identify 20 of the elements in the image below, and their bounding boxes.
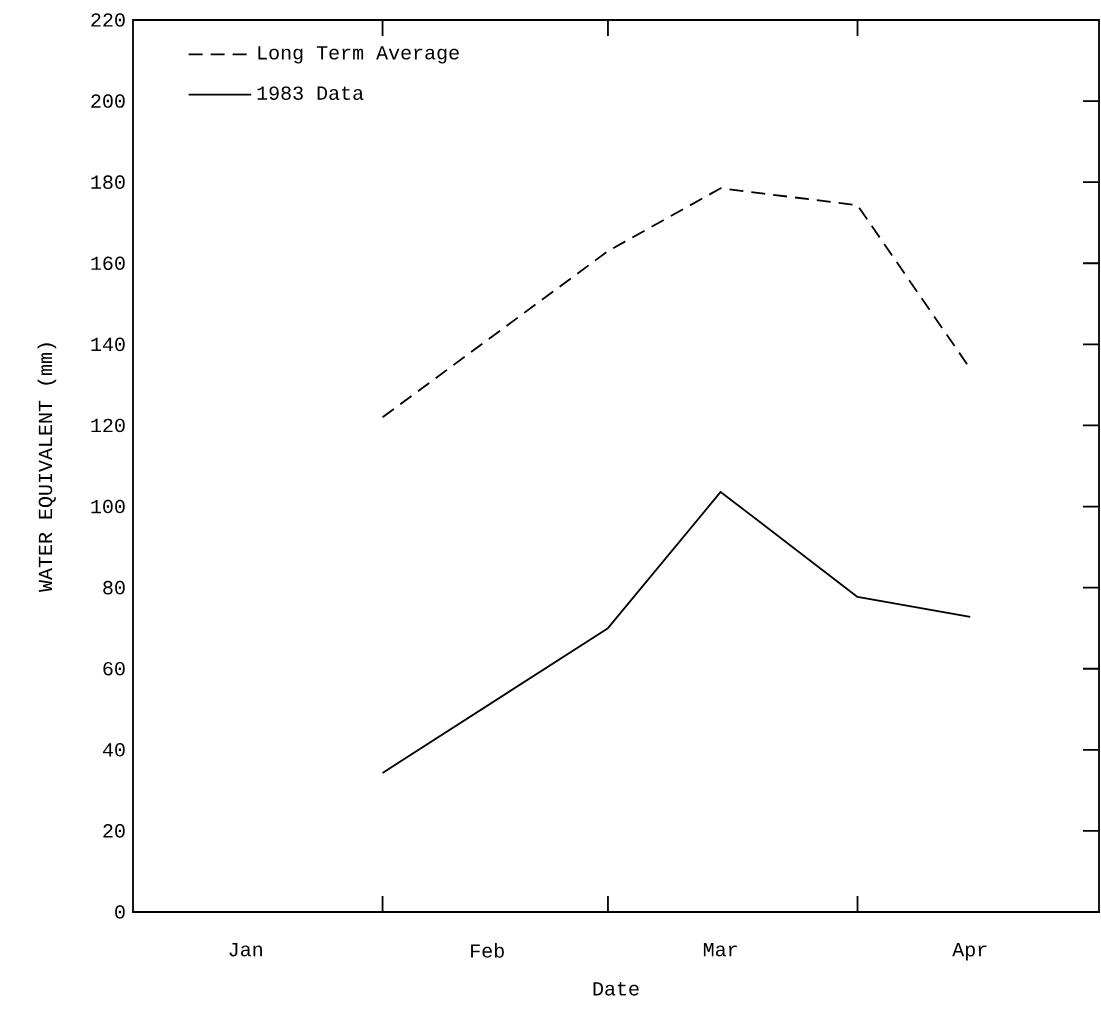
legend-label: 1983 Data — [257, 86, 364, 100]
legend-label: Long Term Average — [258, 46, 459, 64]
x-tick-label: Feb — [471, 943, 504, 958]
y-tick-label: 200 — [91, 94, 125, 108]
y-tick-label: 140 — [91, 337, 125, 352]
y-tick-label: 100 — [91, 499, 125, 514]
y-tick-label: 160 — [91, 256, 125, 271]
x-tick-label: Jan — [229, 943, 262, 957]
y-tick-label: 0 — [115, 905, 125, 919]
y-tick-label: 40 — [102, 743, 125, 757]
y-axis-title: WATER EQUIVALENT (mm) — [37, 343, 57, 593]
x-tick-label: Apr — [952, 943, 987, 961]
x-axis-title: Date — [593, 982, 639, 996]
y-tick-label: 60 — [103, 661, 125, 676]
x-tick-label: Mar — [703, 943, 737, 957]
y-tick-label: 20 — [103, 824, 125, 838]
y-tick-label: 120 — [91, 418, 125, 433]
y-tick-label: 80 — [103, 580, 125, 595]
y-tick-label: 180 — [91, 175, 125, 189]
y-tick-label: 220 — [91, 13, 125, 27]
